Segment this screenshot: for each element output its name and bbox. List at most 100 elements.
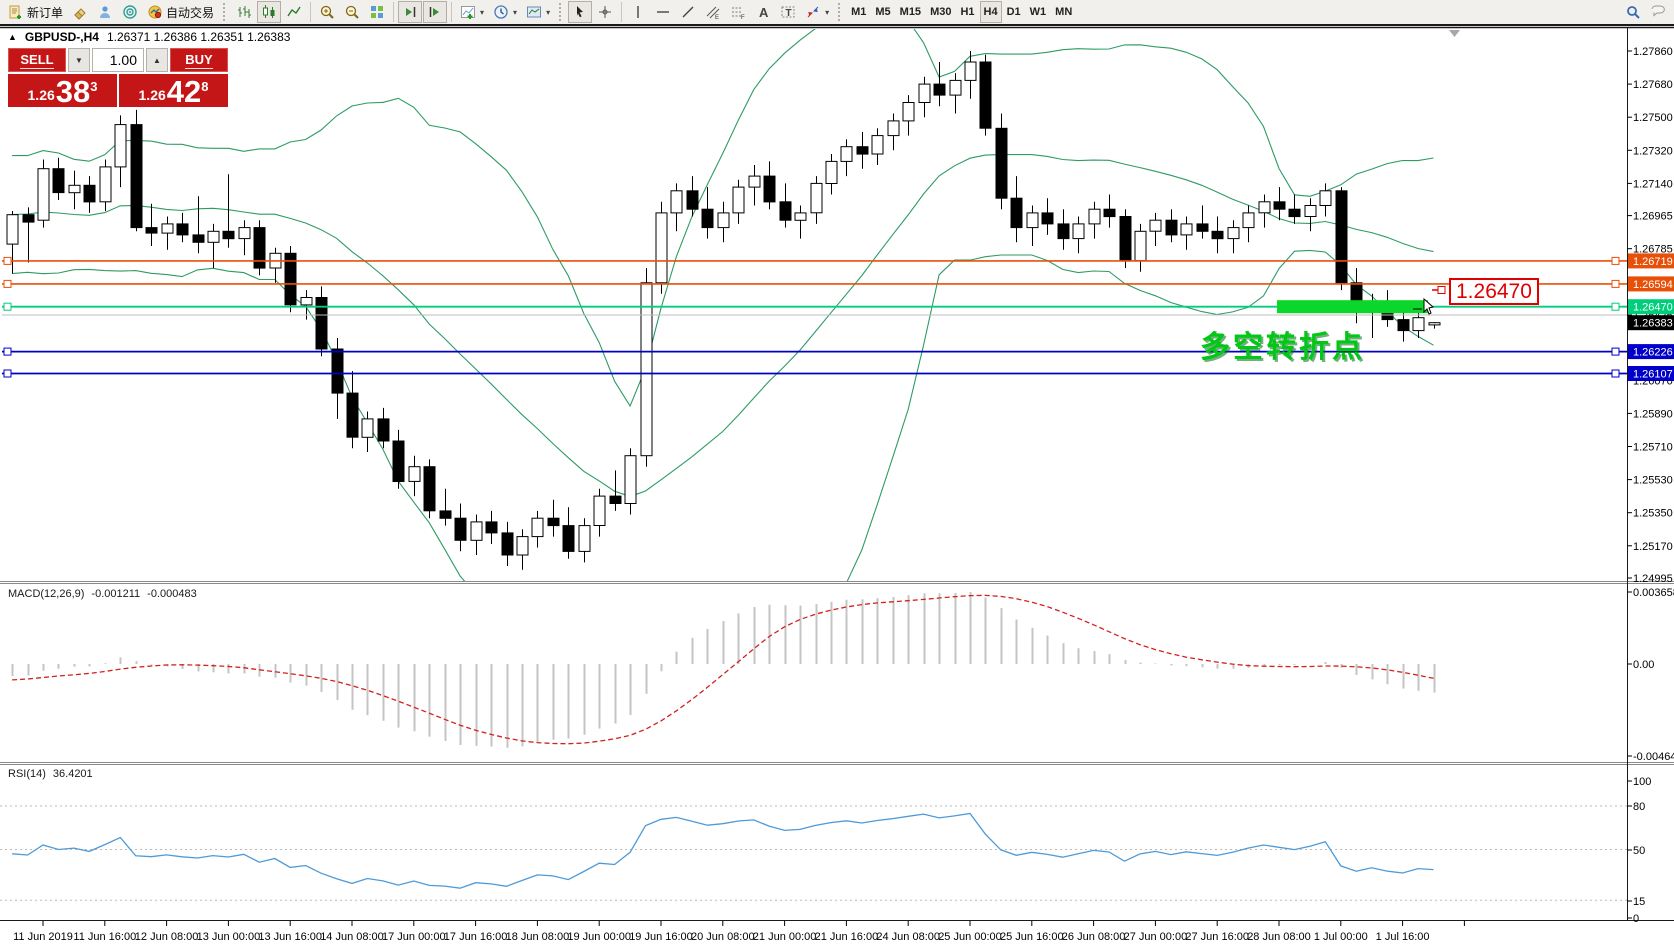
cursor-button[interactable] xyxy=(568,1,593,23)
svg-text:1 Jul 16:00: 1 Jul 16:00 xyxy=(1376,931,1430,943)
price-tag xyxy=(1628,366,1674,381)
svg-text:1.25530: 1.25530 xyxy=(1633,475,1673,487)
dropdown-caret-icon: ▾ xyxy=(546,7,551,17)
volume-decrease-button[interactable]: ▼ xyxy=(68,48,90,72)
toolbar-grip[interactable] xyxy=(559,3,563,21)
price-axis[interactable]: 1.27860 1.27680 1.27500 1.27320 1.27140 1.269… xyxy=(1627,46,1674,925)
line-anchor[interactable] xyxy=(1611,256,1620,265)
tf-w1-button[interactable]: W1 xyxy=(1026,1,1051,23)
volume-input[interactable]: 1.00 xyxy=(92,48,144,72)
zoom-in-button[interactable] xyxy=(315,1,339,23)
signal-button[interactable] xyxy=(118,1,142,23)
line-anchor[interactable] xyxy=(3,256,12,265)
svg-text:E: E xyxy=(715,15,719,20)
auto-trading-button[interactable]: 自动交易 xyxy=(143,1,218,23)
sell-button[interactable]: SELL xyxy=(8,48,66,72)
collapse-panel-icon[interactable]: ▲ xyxy=(8,32,17,42)
profiles-button[interactable] xyxy=(93,1,117,23)
equidistant-channel-button[interactable]: E xyxy=(701,1,725,23)
chart-shift-button[interactable] xyxy=(423,1,448,23)
toolbar-separator xyxy=(393,2,395,22)
svg-text:17 Jun 16:00: 17 Jun 16:00 xyxy=(444,931,508,943)
macd-pane[interactable] xyxy=(11,592,1436,748)
tile-windows-button[interactable] xyxy=(365,1,389,23)
line-anchor[interactable] xyxy=(1611,279,1620,288)
zoom-out-button[interactable] xyxy=(340,1,364,23)
buy-price[interactable]: 1.26 42 8 xyxy=(119,74,228,107)
periods-button[interactable]: ▾ xyxy=(489,1,521,23)
volume-increase-button[interactable]: ▲ xyxy=(146,48,168,72)
price-tag xyxy=(1628,276,1674,292)
auto-scroll-button[interactable] xyxy=(398,1,423,23)
horizontal-line-button[interactable] xyxy=(651,1,675,23)
tf-m30-button[interactable]: M30 xyxy=(926,1,955,23)
rsi-line xyxy=(12,812,1434,889)
cursor-icon xyxy=(572,4,588,20)
vertical-line-button[interactable] xyxy=(626,1,650,23)
tf-m15-button[interactable]: M15 xyxy=(896,1,925,23)
new-order-button[interactable]: 新订单 xyxy=(4,1,67,23)
svg-text:27 Jun 00:00: 27 Jun 00:00 xyxy=(1124,931,1188,943)
autotrade-icon xyxy=(147,4,163,20)
highlight-rectangle[interactable] xyxy=(1277,300,1428,314)
tf-h4-button[interactable]: H4 xyxy=(979,1,1002,23)
search-button[interactable] xyxy=(1621,1,1645,23)
chat-button[interactable] xyxy=(1646,1,1670,23)
dropdown-caret-icon: ▾ xyxy=(513,7,518,17)
dropdown-caret-icon: ▾ xyxy=(825,7,830,17)
tf-m1-button[interactable]: M1 xyxy=(847,1,870,23)
macd-indicator-label: MACD(12,26,9) -0.001211 -0.000483 xyxy=(8,588,197,600)
line-anchor[interactable] xyxy=(3,369,12,378)
line-anchor[interactable] xyxy=(3,347,12,356)
svg-text:1.25170: 1.25170 xyxy=(1633,541,1673,553)
tf-h1-button[interactable]: H1 xyxy=(956,1,978,23)
sell-price[interactable]: 1.26 38 3 xyxy=(8,74,117,107)
main-price-pane[interactable] xyxy=(2,26,1627,710)
rsi-pane[interactable] xyxy=(0,805,1627,901)
line-anchor[interactable] xyxy=(1611,369,1620,378)
signal-icon xyxy=(122,4,138,20)
tf-m5-button[interactable]: M5 xyxy=(871,1,894,23)
eraser-button[interactable] xyxy=(68,1,92,23)
text-button[interactable]: A xyxy=(751,1,775,23)
svg-text:13 Jun 00:00: 13 Jun 00:00 xyxy=(197,931,261,943)
templates-button[interactable]: ▾ xyxy=(522,1,554,23)
fibonacci-button[interactable]: F xyxy=(726,1,750,23)
svg-text:0: 0 xyxy=(1633,913,1639,925)
line-anchor[interactable] xyxy=(1611,347,1620,356)
bollinger-band xyxy=(12,154,1434,498)
zoomout-icon xyxy=(344,4,360,20)
chart-shift-marker[interactable] xyxy=(1449,30,1460,37)
line-anchor[interactable] xyxy=(3,279,12,288)
toolbar-grip[interactable] xyxy=(838,3,842,21)
arrows-icon xyxy=(805,4,821,20)
line-anchor[interactable] xyxy=(3,302,12,311)
line-chart-mode-button[interactable] xyxy=(282,1,306,23)
buy-button[interactable]: BUY xyxy=(170,48,228,72)
tf-d1-button[interactable]: D1 xyxy=(1003,1,1025,23)
toolbar-grip[interactable] xyxy=(223,3,227,21)
tf-mn-button[interactable]: MN xyxy=(1051,1,1076,23)
svg-text:18 Jun 08:00: 18 Jun 08:00 xyxy=(506,931,570,943)
svg-text:11 Jun 16:00: 11 Jun 16:00 xyxy=(73,931,136,943)
svg-text:1.27500: 1.27500 xyxy=(1633,112,1673,124)
indicators-button[interactable]: ▾ xyxy=(456,1,488,23)
text-label-button[interactable]: T xyxy=(776,1,800,23)
bar-chart-mode-button[interactable] xyxy=(232,1,256,23)
crosshair-button[interactable] xyxy=(593,1,617,23)
svg-text:1.26226: 1.26226 xyxy=(1633,347,1673,359)
fibo-icon: F xyxy=(730,4,746,20)
svg-text:F: F xyxy=(741,15,745,20)
price-callout-box[interactable]: 1.26470 xyxy=(1449,278,1539,305)
line-anchor[interactable] xyxy=(1611,302,1620,311)
svg-text:1.25890: 1.25890 xyxy=(1633,408,1673,420)
toolbar-separator xyxy=(451,2,453,22)
periods-icon xyxy=(493,4,509,20)
arrows-button[interactable]: ▾ xyxy=(801,1,833,23)
candlestick-mode-button[interactable] xyxy=(257,1,282,23)
svg-text:15: 15 xyxy=(1633,896,1645,908)
chart-canvas[interactable]: 1.27860 1.27680 1.27500 1.27320 1.27140 1.269… xyxy=(0,26,1674,947)
trendline-button[interactable] xyxy=(676,1,700,23)
svg-text:1.26107: 1.26107 xyxy=(1633,369,1673,381)
